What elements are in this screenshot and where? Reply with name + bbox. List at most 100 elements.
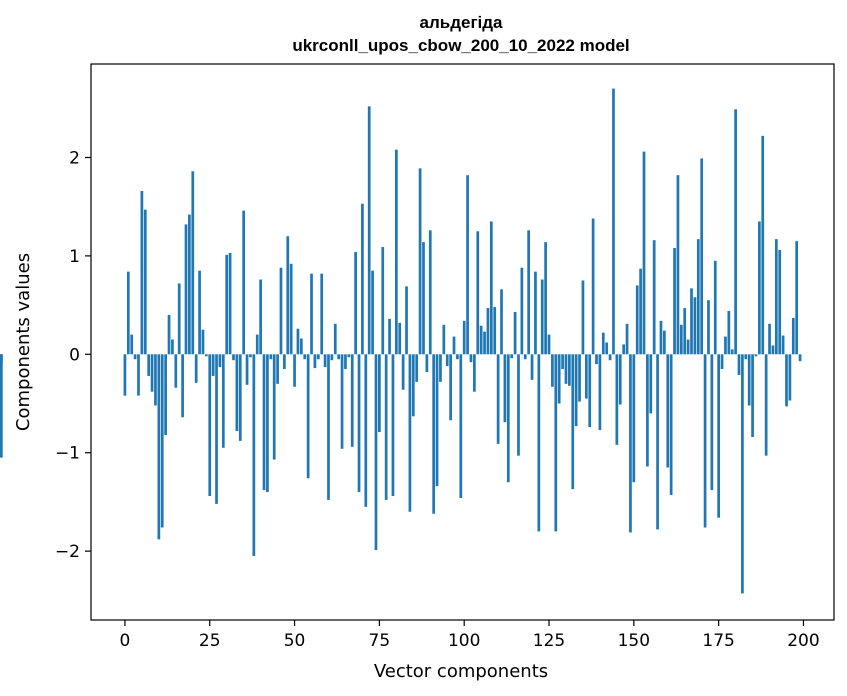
x-tick-label: 175 — [702, 631, 734, 651]
bar-34 — [238, 354, 242, 441]
bar-105 — [479, 325, 483, 355]
bar-54 — [306, 354, 310, 479]
bar-159 — [663, 330, 666, 355]
bar-77 — [384, 354, 388, 500]
bar-188 — [761, 135, 765, 355]
bar-4 — [137, 354, 140, 396]
bar-28 — [218, 354, 222, 368]
bar-134 — [578, 354, 581, 402]
x-tick-label: 75 — [369, 631, 391, 651]
bar-60 — [327, 354, 330, 500]
bar-167 — [690, 288, 693, 355]
bar-85 — [411, 354, 415, 417]
bar-70 — [361, 203, 364, 355]
bar-112 — [503, 354, 507, 423]
bar-23 — [201, 329, 205, 355]
bar-172 — [707, 300, 710, 355]
bar-88 — [422, 242, 425, 355]
bar-184 — [747, 354, 751, 406]
bar-187 — [758, 221, 761, 355]
bar-36 — [245, 354, 249, 385]
x-tick-label: 0 — [120, 631, 131, 651]
bar-186 — [754, 354, 758, 357]
bar-44 — [272, 354, 276, 460]
bar-45 — [276, 354, 279, 384]
bar-93 — [439, 354, 442, 382]
bar-131 — [568, 354, 571, 386]
x-tick-label: 25 — [199, 631, 221, 651]
x-tick-label: 150 — [618, 631, 650, 651]
bar-180 — [734, 109, 737, 355]
bar-122 — [537, 354, 541, 532]
bar-50 — [293, 354, 296, 387]
bar-152 — [639, 268, 642, 355]
bar-199 — [798, 354, 802, 362]
bar-143 — [608, 354, 612, 361]
bar-30 — [225, 254, 229, 355]
bar-98 — [456, 354, 459, 360]
y-tick-label: −2 — [55, 542, 80, 562]
bar-165 — [683, 308, 687, 355]
bar-125 — [547, 334, 551, 355]
bar-156 — [652, 240, 656, 355]
bar-72 — [367, 106, 371, 355]
bar-115 — [513, 311, 517, 355]
bar-80 — [394, 149, 398, 355]
bar-66 — [347, 354, 351, 358]
bar-91 — [432, 354, 436, 514]
bar-174 — [713, 260, 717, 355]
bar-49 — [289, 263, 293, 355]
bar-130 — [564, 354, 568, 384]
bar-31 — [228, 252, 232, 355]
bar-189 — [764, 354, 768, 456]
x-axis: 0 25 50 75 100 125 150 175 200 — [120, 620, 820, 651]
bars-group — [0, 88, 802, 594]
bar-65 — [344, 354, 347, 370]
bar-197 — [791, 317, 795, 355]
bar-114 — [510, 354, 514, 359]
y-axis-label: Components values — [13, 253, 34, 431]
bar-133 — [574, 354, 578, 427]
bar-141 — [601, 332, 605, 355]
bar-185 — [751, 354, 754, 437]
bar-87 — [418, 168, 422, 355]
bar-55 — [310, 273, 313, 355]
bar-9 — [154, 354, 157, 406]
bar-101 — [466, 175, 469, 355]
bar-38 — [252, 354, 256, 557]
bar-126 — [551, 354, 554, 387]
bar-46 — [279, 267, 283, 355]
bar-147 — [622, 344, 626, 355]
bar-1 — [126, 271, 130, 355]
bar-69 — [357, 354, 361, 493]
bar-154 — [646, 354, 649, 467]
bar-40 — [259, 279, 262, 355]
bar-64 — [340, 354, 344, 449]
x-tick-label: 200 — [787, 631, 819, 651]
bar-90 — [428, 230, 432, 355]
bar-107 — [486, 308, 490, 355]
bar-43 — [269, 354, 273, 360]
bar-162 — [673, 248, 676, 355]
bar-135 — [581, 280, 585, 355]
bar-56 — [313, 354, 317, 369]
bar-37 — [249, 354, 252, 358]
bar-164 — [679, 324, 683, 355]
bar-92 — [435, 354, 439, 487]
bar-33 — [235, 354, 239, 432]
bar-83 — [405, 286, 408, 355]
bar-26 — [211, 354, 215, 376]
bar-120 — [530, 354, 534, 380]
x-tick-label: 100 — [448, 631, 480, 651]
bar-121 — [534, 271, 537, 355]
bar-103 — [473, 354, 476, 392]
bar-51 — [296, 328, 300, 355]
x-tick-label: 125 — [533, 631, 565, 651]
bar-175 — [717, 354, 720, 518]
bar-148 — [625, 323, 629, 355]
bar-102 — [469, 354, 473, 363]
bar-7 — [147, 354, 151, 376]
bar-132 — [571, 354, 575, 490]
bar-100 — [462, 320, 466, 355]
y-tick-label: 0 — [69, 345, 80, 365]
